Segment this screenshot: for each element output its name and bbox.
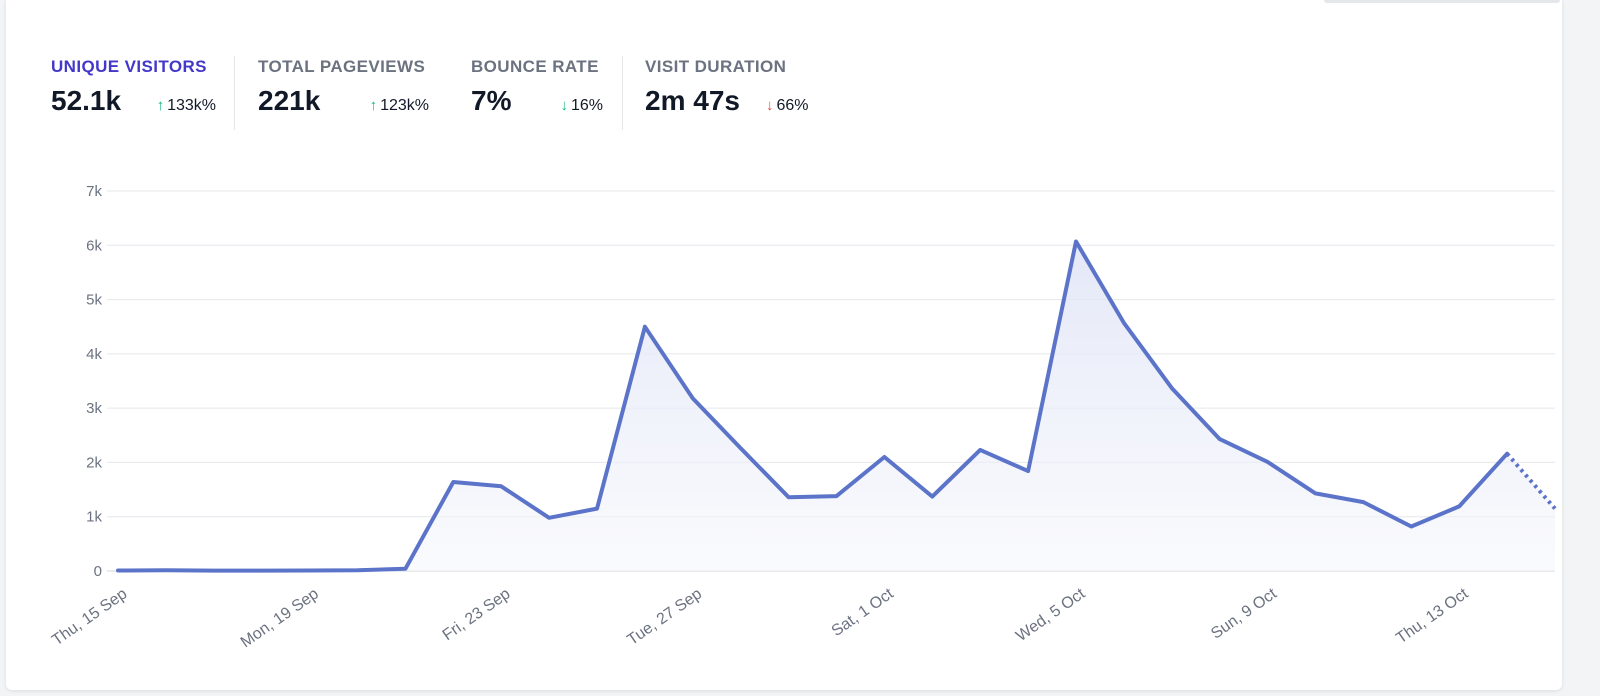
stat-label: BOUNCE RATE <box>471 57 599 76</box>
arrow-down-icon: ↓ <box>765 97 774 114</box>
stat-visit-duration[interactable]: VISIT DURATION 2m 47s ↓ 66% <box>645 56 817 130</box>
stat-change-value: 66% <box>776 97 809 114</box>
y-tick-label: 6k <box>86 237 102 254</box>
stat-change: ↑ 133k% <box>157 97 216 115</box>
stat-change: ↓ 66% <box>766 97 809 115</box>
y-tick-label: 1k <box>86 509 102 526</box>
y-tick-label: 7k <box>86 183 102 200</box>
arrow-up-icon: ↑ <box>369 97 378 114</box>
x-tick-label: Sun, 9 Oct <box>1208 585 1280 643</box>
stat-unique-visitors[interactable]: UNIQUE VISITORS 52.1k ↑ 133k% <box>51 56 216 130</box>
divider <box>622 56 623 130</box>
stat-change-value: 123k% <box>380 97 429 114</box>
arrow-up-icon: ↑ <box>156 97 165 114</box>
y-tick-label: 2k <box>86 454 102 471</box>
dashboard-card: UNIQUE VISITORS 52.1k ↑ 133k% TOTAL PAGEV… <box>6 0 1562 690</box>
x-tick-label: Mon, 19 Sep <box>238 585 322 651</box>
stat-change-value: 16% <box>570 97 603 114</box>
divider <box>234 56 235 130</box>
y-tick-label: 5k <box>86 292 102 309</box>
y-tick-label: 4k <box>86 346 102 363</box>
stat-bounce-rate[interactable]: BOUNCE RATE 7% ↓ 16% <box>471 56 603 130</box>
x-tick-label: Wed, 5 Oct <box>1013 585 1089 645</box>
x-tick-label: Sat, 1 Oct <box>829 585 897 640</box>
arrow-down-icon: ↓ <box>560 97 568 114</box>
y-tick-label: 0 <box>94 563 102 580</box>
stat-value: 52.1k <box>51 85 122 116</box>
x-axis-ticks: Thu, 15 Sep Mon, 19 Sep Fri, 23 Sep Tue, 27… <box>49 585 1472 651</box>
stat-change: ↓ 16% <box>560 97 603 115</box>
y-tick-label: 3k <box>86 400 102 417</box>
stat-label: UNIQUE VISITORS <box>51 57 207 76</box>
top-edge-bar <box>1324 0 1560 3</box>
series-line <box>116 239 1510 573</box>
stat-change-value: 133k% <box>167 97 216 114</box>
stat-total-pageviews[interactable]: TOTAL PAGEVIEWS 221k ↑ 123k% <box>258 56 429 130</box>
stat-value: 7% <box>471 85 512 116</box>
series-area <box>118 241 1555 571</box>
x-tick-label: Tue, 27 Sep <box>624 585 705 649</box>
stat-value: 2m 47s <box>645 85 740 116</box>
stat-value: 221k <box>258 85 321 116</box>
stat-label: TOTAL PAGEVIEWS <box>258 57 426 76</box>
y-axis-ticks: 0 1k 2k 3k 4k 5k 6k 7k <box>86 183 102 580</box>
stats-row: UNIQUE VISITORS 52.1k ↑ 133k% TOTAL PAGEV… <box>6 0 1562 140</box>
stat-label: VISIT DURATION <box>645 57 787 76</box>
series-line-incomplete <box>1505 452 1557 510</box>
stat-change: ↑ 123k% <box>370 97 429 115</box>
x-tick-label: Thu, 13 Oct <box>1393 585 1472 647</box>
x-tick-label: Thu, 15 Sep <box>49 585 130 649</box>
x-tick-label: Fri, 23 Sep <box>440 585 514 644</box>
